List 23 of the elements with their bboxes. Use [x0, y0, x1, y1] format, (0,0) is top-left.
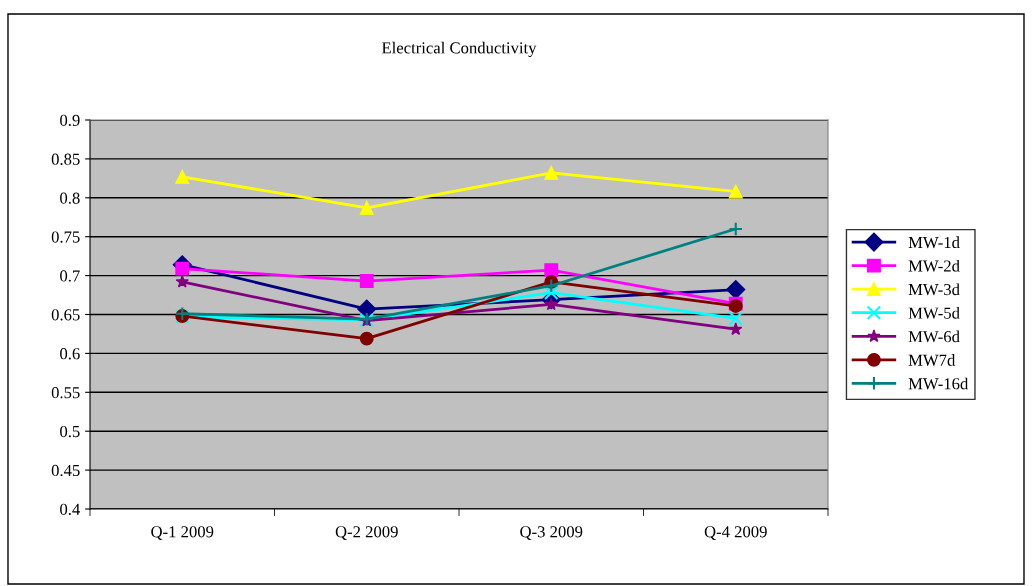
legend-label: MW-2d: [908, 259, 960, 272]
legend-label: MW-1d: [908, 236, 960, 249]
y-tick-label: 0.7: [60, 270, 80, 282]
y-tick-label: 0.4: [60, 503, 81, 516]
y-tick-label: 0.75: [51, 231, 80, 243]
legend-label: MW-3d: [908, 283, 960, 296]
x-tick-label: Q-4 2009: [704, 526, 767, 540]
chart-title: Electrical Conductivity: [381, 41, 537, 57]
y-tick-label: 0.5: [60, 425, 80, 438]
y-tick-label: 0.65: [51, 309, 80, 321]
y-tick-label: 0.45: [51, 464, 80, 477]
x-tick-label: Q-1 2009: [151, 526, 214, 540]
legend-label: MW-16d: [908, 377, 969, 390]
x-tick-label: Q-2 2009: [335, 526, 398, 540]
y-tick-label: 0.6: [60, 348, 80, 360]
x-tick-label: Q-3 2009: [520, 526, 583, 540]
legend-label: MW7d: [908, 354, 956, 366]
y-tick-label: 0.8: [60, 192, 80, 204]
y-tick-label: 0.55: [51, 387, 80, 399]
legend-label: MW-5d: [908, 306, 960, 319]
y-tick-label: 0.85: [51, 153, 80, 165]
y-tick-label: 0.9: [60, 114, 80, 127]
legend-label: MW-6d: [908, 330, 960, 343]
